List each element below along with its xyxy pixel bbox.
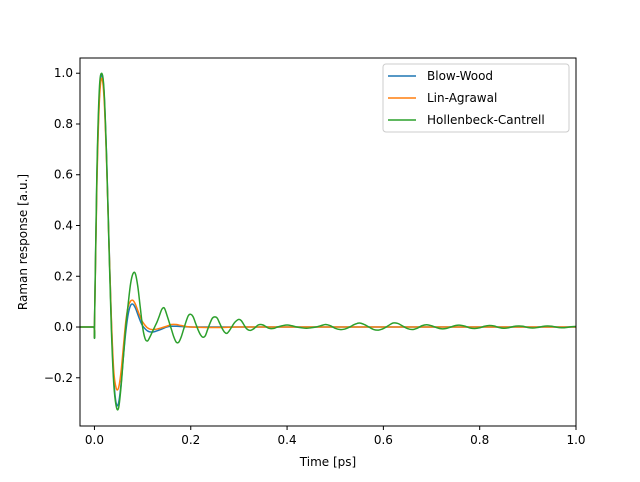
- series-layer: [80, 72, 576, 411]
- x-tick-label: 0.4: [278, 433, 297, 447]
- y-axis-label: Raman response [a.u.]: [16, 174, 30, 310]
- y-tick-label: 0.8: [54, 117, 73, 131]
- y-tick-label: −0.2: [44, 371, 73, 385]
- series-line-hollenbeck-cantrell: [80, 72, 576, 411]
- plot-frame: [79, 57, 577, 427]
- legend-box: [382, 63, 570, 133]
- x-tick-label: 0.6: [374, 433, 393, 447]
- y-tick-label: 0.6: [54, 168, 73, 182]
- y-tick-label: 0.0: [54, 320, 73, 334]
- x-tick-label: 0.8: [470, 433, 489, 447]
- x-tick-label: 1.0: [566, 433, 585, 447]
- y-tick-label: 1.0: [54, 66, 73, 80]
- y-tick-label: 0.2: [54, 269, 73, 283]
- y-axis-ticks: −0.2 0.0 0.2 0.4 0.6 0.8 1.0: [44, 66, 80, 385]
- legend-label: Lin-Agrawal: [427, 91, 497, 105]
- legend-label: Hollenbeck-Cantrell: [427, 113, 545, 127]
- x-tick-label: 0.2: [181, 433, 200, 447]
- x-axis-label: Time [ps]: [299, 455, 356, 469]
- x-axis-ticks: 0.0 0.2 0.4 0.6 0.8 1.0: [85, 426, 586, 447]
- x-tick-label: 0.0: [85, 433, 104, 447]
- legend-label: Blow-Wood: [427, 69, 493, 83]
- legend: Blow-Wood Lin-Agrawal Hollenbeck-Cantrell: [382, 63, 570, 133]
- y-tick-label: 0.4: [54, 219, 73, 233]
